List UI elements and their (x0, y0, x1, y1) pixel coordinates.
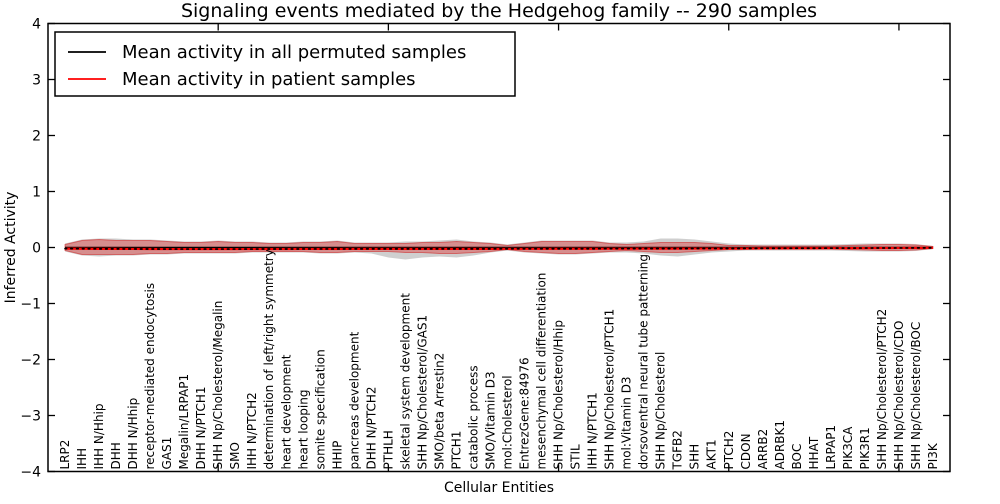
x-tick-label: DHH N/Hhip (126, 398, 140, 470)
chart-title: Signaling events mediated by the Hedgeho… (181, 0, 817, 22)
mean-lines-layer (64, 246, 934, 251)
x-tick-label: PI3K (926, 442, 940, 469)
x-tick-label: AKT1 (705, 439, 719, 469)
legend-label-patient: Mean activity in patient samples (122, 69, 416, 90)
y-tick-labels-layer: 4 3 2 1 0 −1 −2 −3 −4 (20, 17, 41, 481)
x-tick-label: Megalin/LRPAP1 (177, 374, 191, 470)
y-tick-label: 3 (32, 73, 41, 89)
y-tick-label: −4 (20, 465, 41, 481)
x-tick-label: ARRB2 (756, 429, 770, 470)
x-tick-label: mol:Cholesterol (501, 375, 515, 469)
x-tick-label: CDON (739, 433, 753, 469)
x-tick-label: IHH N/PTCH2 (245, 392, 259, 469)
x-tick-label: ADRBK1 (773, 420, 787, 470)
y-tick-label: 4 (32, 17, 41, 33)
x-tick-label: SHH Np/Cholesterol (654, 352, 668, 470)
legend-label-permuted: Mean activity in all permuted samples (122, 42, 466, 63)
x-tick-label: PIK3CA (841, 426, 855, 470)
x-tick-label: SHH Np/Cholesterol/BOC (909, 322, 923, 470)
y-tick-label: −3 (20, 409, 41, 425)
x-tick-label: GAS1 (160, 437, 174, 470)
y-axis-label: Inferred Activity (3, 192, 19, 304)
x-tick-label: TGFB2 (671, 430, 685, 470)
x-tick-label: PIK3R1 (858, 427, 872, 469)
x-tick-label: dorsoventral neural tube patterning (637, 254, 651, 470)
legend: Mean activity in all permuted samples Me… (54, 31, 516, 97)
x-tick-label: PTCH2 (722, 431, 736, 470)
x-tick-label: HHIP (330, 441, 344, 470)
x-tick-label: SHH (688, 444, 702, 470)
plot-area-spines (47, 22, 951, 473)
x-tick-label: DHH N/PTCH2 (364, 386, 378, 469)
x-tick-label: SHH Np/Cholesterol/GAS1 (415, 315, 429, 470)
x-tick-label: BOC (790, 444, 804, 470)
x-tick-label: determination of left/right symmetry (262, 249, 276, 469)
y-tick-label: −1 (20, 297, 41, 313)
y-tick-label: 2 (32, 129, 41, 145)
x-tick-label: skeletal system development (398, 293, 412, 470)
x-tick-label: heart looping (296, 390, 310, 470)
x-tick-label: receptor-mediated endocytosis (143, 283, 157, 470)
x-tick-label: IHH (75, 448, 89, 470)
x-tick-label: pancreas development (347, 331, 361, 469)
x-tick-label: PTHLH (381, 430, 395, 469)
x-tick-label: somite specification (313, 349, 327, 469)
x-tick-label: EntrezGene:84976 (518, 357, 532, 469)
x-tick-label: IHH N/PTCH1 (586, 392, 600, 469)
y-tick-label: −2 (20, 353, 41, 369)
x-tick-label: catabolic process (466, 365, 480, 469)
y-tick-label: 1 (32, 185, 41, 201)
x-tick-label: heart development (279, 354, 293, 469)
x-tick-label: DHH N/PTCH1 (194, 386, 208, 469)
x-tick-label: LRPAP1 (824, 425, 838, 470)
x-tick-label: SHH Np/Cholesterol/PTCH1 (603, 309, 617, 470)
x-tick-label: SMO/Vitamin D3 (483, 371, 497, 469)
x-tick-label: SHH Np/Cholesterol/Megalin (211, 301, 225, 470)
x-tick-label: DHH (109, 442, 123, 469)
x-tick-label: HHAT (807, 436, 821, 469)
x-axis-label: Cellular Entities (444, 480, 554, 496)
x-tick-label: SHH Np/Cholesterol/Hhip (552, 320, 566, 469)
x-tick-label: SMO (228, 442, 242, 469)
x-tick-label: LRP2 (58, 440, 72, 470)
x-tick-label: mesenchymal cell differentiation (535, 273, 549, 470)
x-tick-label: IHH N/Hhip (92, 404, 106, 470)
x-tick-label: STIL (569, 444, 583, 469)
y-tick-label: 0 (32, 241, 41, 257)
patient-mean-dotted-overlay (64, 246, 934, 250)
x-tick-label: SHH Np/Cholesterol/PTCH2 (875, 309, 889, 470)
legend-box (54, 31, 516, 97)
x-tick-label: SMO/beta Arrestin2 (432, 353, 446, 470)
x-tick-label: SHH Np/Cholesterol/CDO (892, 321, 906, 470)
x-tick-labels-layer: LRP2 IHH IHH N/Hhip DHH DHH N/Hhip receptor-m… (58, 249, 940, 470)
x-tick-label: PTCH1 (449, 431, 463, 470)
x-tick-label: mol:Vitamin D3 (620, 376, 634, 469)
